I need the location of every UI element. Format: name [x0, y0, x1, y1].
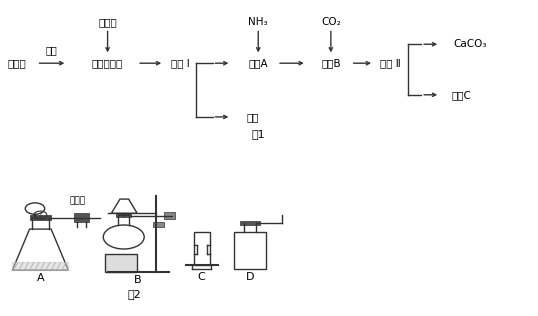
- Bar: [234, 232, 266, 269]
- Text: 操作 Ⅱ: 操作 Ⅱ: [380, 58, 400, 68]
- Bar: [116, 214, 131, 217]
- Text: 稀盐酸: 稀盐酸: [98, 17, 117, 27]
- Text: I: I: [39, 212, 41, 218]
- Text: NH₃: NH₃: [249, 17, 268, 27]
- Text: 图1: 图1: [251, 129, 265, 139]
- Text: CaCO₃: CaCO₃: [453, 39, 486, 49]
- Bar: [194, 232, 210, 265]
- Text: 溶液B: 溶液B: [321, 58, 341, 68]
- Text: D: D: [246, 271, 254, 282]
- Text: C: C: [198, 271, 206, 282]
- Text: 溶液C: 溶液C: [452, 90, 471, 100]
- Text: 操作 Ⅰ: 操作 Ⅰ: [171, 58, 189, 68]
- Text: 溶液A: 溶液A: [249, 58, 268, 68]
- Text: A: A: [37, 273, 44, 283]
- Text: 石灰石: 石灰石: [8, 58, 26, 68]
- Text: 滤渣: 滤渣: [246, 112, 259, 122]
- Bar: [153, 222, 164, 227]
- Text: 石灰石粉末: 石灰石粉末: [92, 58, 123, 68]
- Bar: [30, 215, 51, 220]
- Text: B: B: [133, 275, 141, 285]
- Text: 图2: 图2: [128, 289, 141, 299]
- Bar: [240, 221, 260, 225]
- Bar: [74, 213, 89, 222]
- Bar: [164, 212, 175, 219]
- Text: CO₂: CO₂: [321, 17, 341, 27]
- Text: 粉碎: 粉碎: [46, 46, 58, 56]
- Bar: [105, 254, 137, 272]
- Text: 止水夹: 止水夹: [70, 196, 86, 205]
